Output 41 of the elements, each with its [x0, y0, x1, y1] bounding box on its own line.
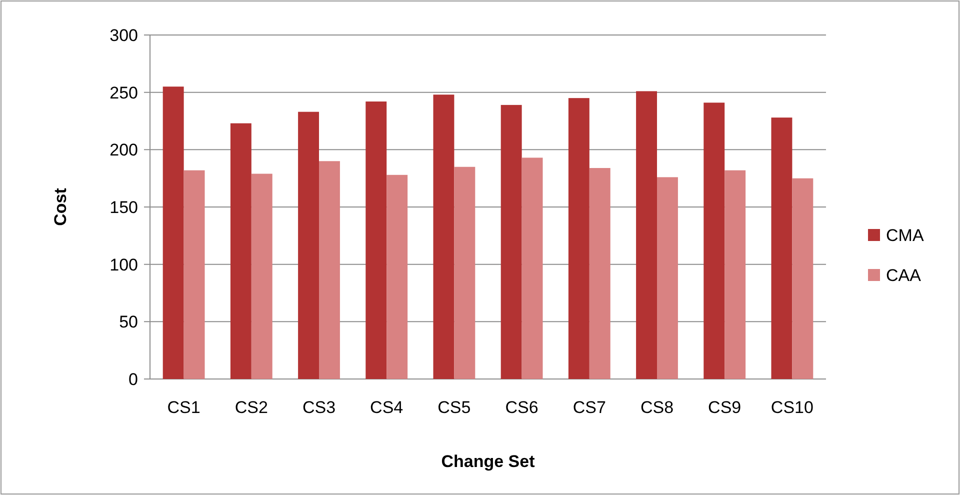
bar [589, 168, 610, 379]
bar [724, 170, 746, 379]
x-tick-label: CS6 [505, 398, 538, 417]
bar [366, 102, 387, 379]
y-tick-label: 50 [119, 312, 138, 332]
bar [704, 102, 725, 379]
legend-label: CMA [886, 226, 924, 245]
x-tick-label: CS9 [708, 398, 742, 417]
x-tick-label: CS4 [370, 398, 404, 417]
y-tick-label: 300 [110, 26, 138, 45]
bar [230, 123, 252, 379]
bar [433, 94, 454, 379]
y-tick-label: 150 [110, 198, 138, 217]
bar [454, 166, 476, 379]
bar [319, 161, 340, 379]
x-tick-label: CS1 [167, 398, 200, 417]
legend-label: CAA [886, 266, 922, 285]
x-axis-title: Change Set [441, 452, 536, 471]
x-tick-label: CS7 [572, 398, 606, 417]
y-tick-label: 100 [110, 255, 138, 274]
bar [500, 104, 522, 379]
x-tick-label: CS10 [770, 398, 814, 417]
bar [568, 98, 590, 379]
bar [386, 174, 408, 379]
y-axis-title: Cost [51, 188, 70, 226]
bar [184, 170, 205, 379]
bar [522, 158, 543, 379]
bar [298, 112, 319, 379]
y-tick-label: 0 [128, 370, 138, 389]
y-tick-label: 250 [110, 83, 138, 102]
x-tick-label: CS5 [438, 398, 471, 417]
bar [771, 118, 792, 379]
bar [636, 91, 657, 379]
bar [792, 178, 814, 379]
x-tick-label: CS2 [234, 398, 268, 417]
y-tick-label: 200 [110, 140, 138, 160]
bar [162, 86, 184, 379]
bar [657, 177, 678, 379]
bar [251, 174, 272, 379]
x-tick-label: CS8 [640, 398, 674, 417]
x-tick-label: CS3 [302, 398, 336, 417]
